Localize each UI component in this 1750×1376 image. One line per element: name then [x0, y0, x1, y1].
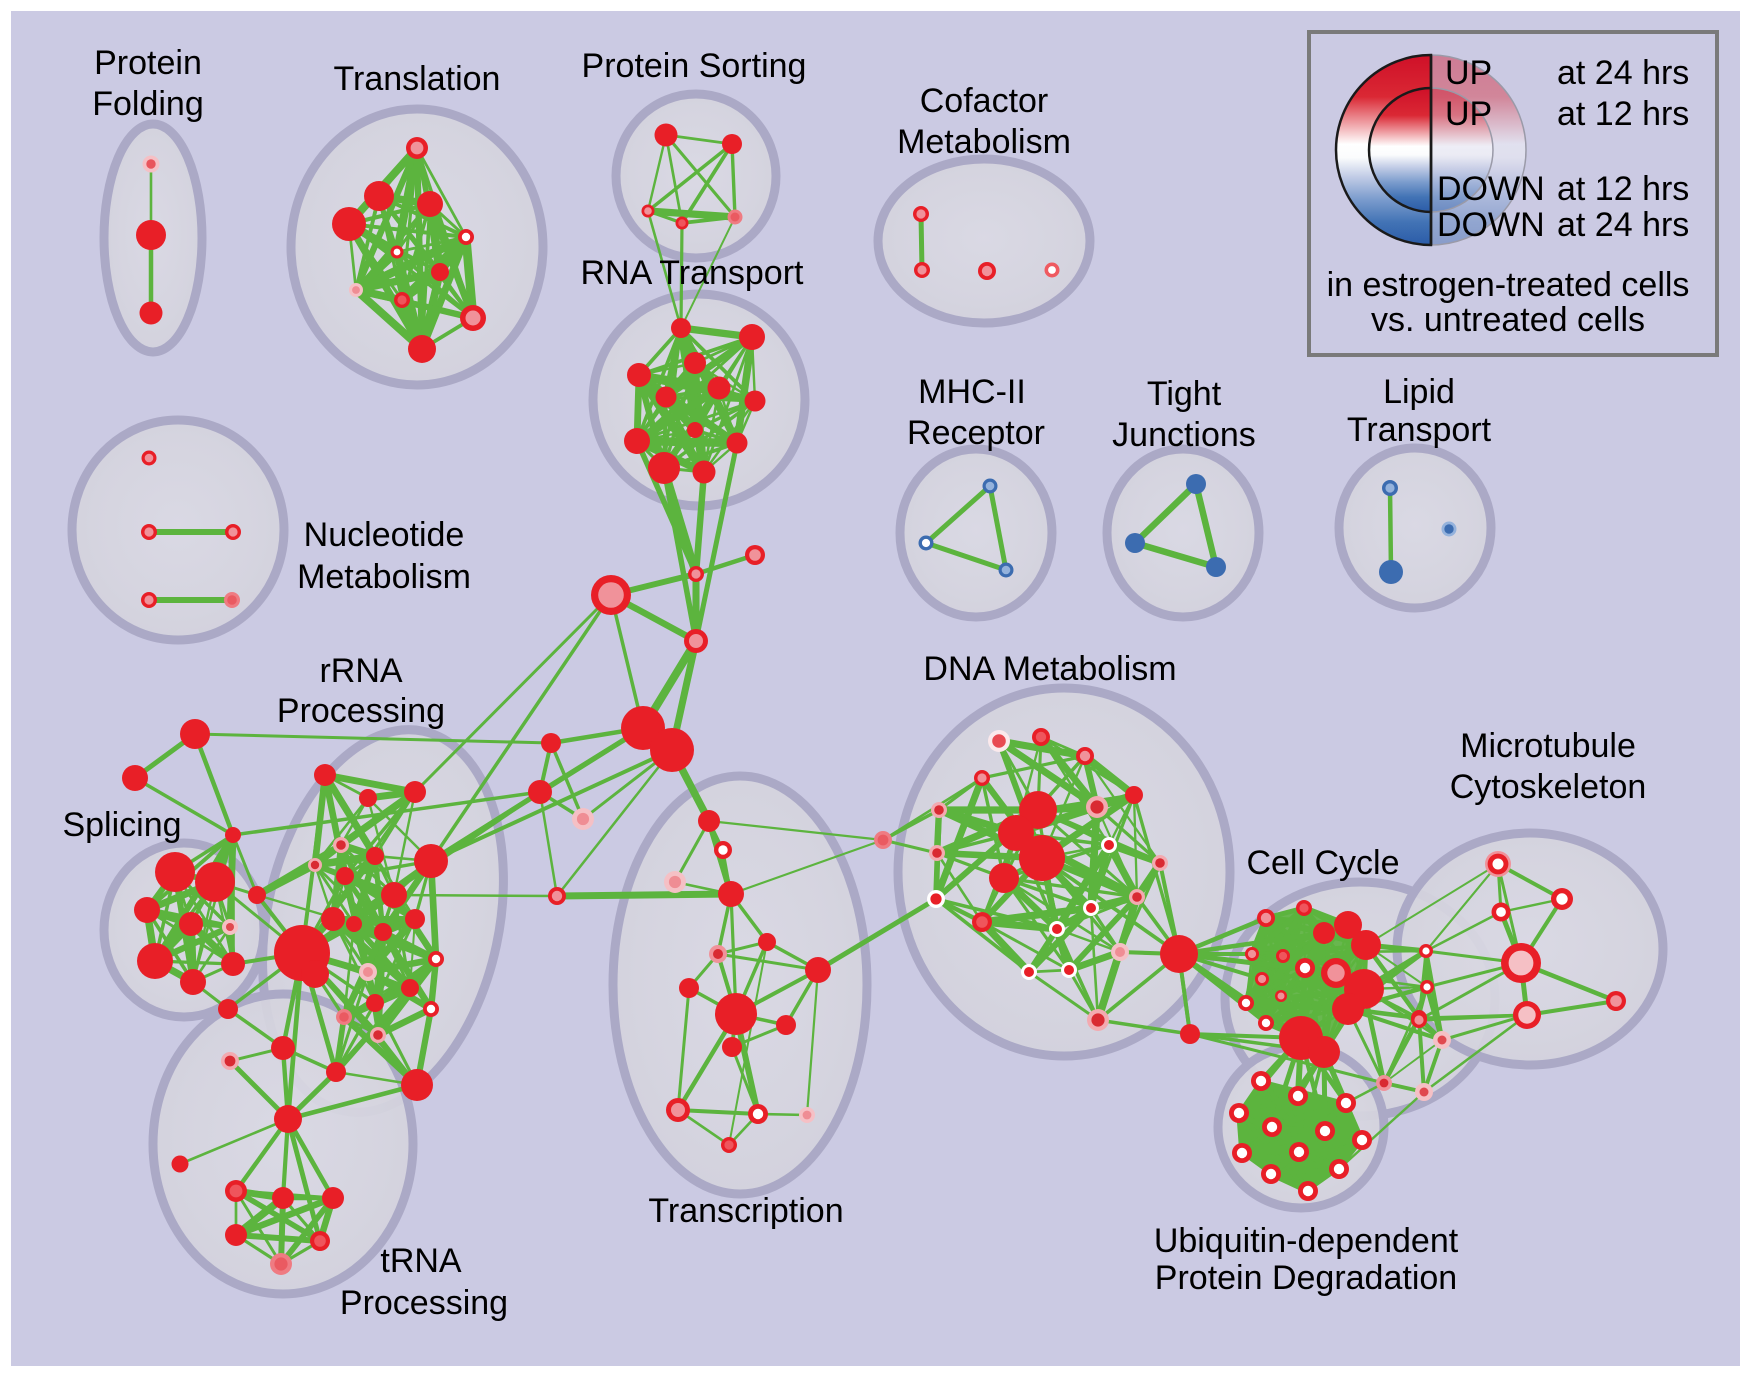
svg-text:Processing: Processing: [340, 1284, 508, 1322]
svg-text:Protein Degradation: Protein Degradation: [1155, 1259, 1457, 1297]
svg-text:at 12 hrs: at 12 hrs: [1557, 95, 1689, 133]
svg-text:Translation: Translation: [334, 60, 501, 98]
svg-text:Receptor: Receptor: [907, 414, 1045, 452]
svg-text:tRNA: tRNA: [380, 1242, 462, 1280]
svg-text:DOWN: DOWN: [1437, 206, 1545, 244]
svg-text:Transcription: Transcription: [648, 1192, 843, 1230]
svg-text:vs. untreated cells: vs. untreated cells: [1371, 301, 1645, 339]
svg-text:rRNA: rRNA: [319, 652, 402, 690]
svg-text:Processing: Processing: [277, 692, 445, 730]
svg-text:UP: UP: [1445, 54, 1492, 92]
svg-text:Nucleotide: Nucleotide: [304, 516, 465, 554]
svg-text:at 24 hrs: at 24 hrs: [1557, 206, 1689, 244]
svg-text:Microtubule: Microtubule: [1460, 727, 1636, 765]
svg-text:in estrogen-treated cells: in estrogen-treated cells: [1327, 266, 1690, 304]
svg-text:Transport: Transport: [1347, 411, 1492, 449]
svg-text:Cofactor: Cofactor: [920, 82, 1049, 120]
svg-text:Protein Sorting: Protein Sorting: [582, 47, 807, 85]
svg-text:DOWN: DOWN: [1437, 170, 1545, 208]
svg-text:DNA Metabolism: DNA Metabolism: [923, 650, 1176, 688]
svg-text:Ubiquitin-dependent: Ubiquitin-dependent: [1154, 1222, 1459, 1260]
svg-text:Metabolism: Metabolism: [297, 558, 471, 596]
svg-text:Cytoskeleton: Cytoskeleton: [1450, 768, 1647, 806]
svg-text:Splicing: Splicing: [62, 806, 181, 844]
svg-text:Cell Cycle: Cell Cycle: [1246, 844, 1399, 882]
svg-text:Tight: Tight: [1147, 375, 1222, 413]
svg-text:RNA Transport: RNA Transport: [581, 254, 805, 292]
svg-text:at 12 hrs: at 12 hrs: [1557, 170, 1689, 208]
svg-text:MHC-II: MHC-II: [918, 373, 1026, 411]
svg-text:Lipid: Lipid: [1383, 373, 1455, 411]
svg-text:Protein: Protein: [94, 44, 202, 82]
svg-text:at 24 hrs: at 24 hrs: [1557, 54, 1689, 92]
svg-text:Junctions: Junctions: [1112, 416, 1256, 454]
svg-text:UP: UP: [1445, 95, 1492, 133]
svg-text:Metabolism: Metabolism: [897, 123, 1071, 161]
svg-text:Folding: Folding: [92, 85, 204, 123]
